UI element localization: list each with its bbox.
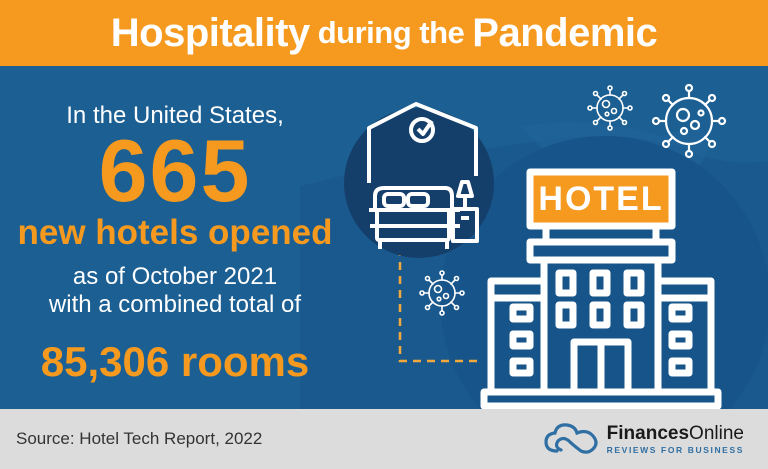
statistic-text-block: In the United States, 665 new hotels ope… <box>0 66 350 409</box>
hotel-building-icon: HOTEL <box>480 168 722 409</box>
hotels-label: new hotels opened <box>17 213 333 252</box>
rooms-count: 85,306 rooms <box>40 338 310 385</box>
combined-text: with a combined total of <box>48 291 302 318</box>
title-during-the: during the <box>317 15 465 50</box>
dashed-connector <box>398 220 482 363</box>
virus-icon-large <box>651 83 727 159</box>
main-panel: In the United States, 665 new hotels ope… <box>0 66 768 409</box>
logo-tagline: REVIEWS FOR BUSINESS <box>606 444 744 455</box>
hotel-room-bed-icon <box>344 102 494 258</box>
title-pandemic: Pandemic <box>472 10 658 55</box>
title-banner: Hospitality during the Pandemic <box>0 0 768 66</box>
virus-icon-small-top <box>587 85 633 131</box>
logo-name: FinancesOnline <box>606 422 744 444</box>
source-citation: Source: Hotel Tech Report, 2022 <box>16 429 263 448</box>
date-text: as of October 2021 <box>72 263 278 290</box>
hotels-count: 665 <box>98 121 252 220</box>
footer-bar: Source: Hotel Tech Report, 2022 Finances… <box>0 409 768 469</box>
virus-icon-small-middle <box>419 270 465 316</box>
cloud-logo-icon <box>544 423 598 454</box>
title-hospitality: Hospitality <box>110 10 310 55</box>
intro-text: In the United States, <box>66 102 284 129</box>
financesonline-logo[interactable]: FinancesOnline REVIEWS FOR BUSINESS <box>543 421 744 457</box>
illustration: HOTEL <box>344 83 768 409</box>
svg-text:HOTEL: HOTEL <box>538 180 663 218</box>
